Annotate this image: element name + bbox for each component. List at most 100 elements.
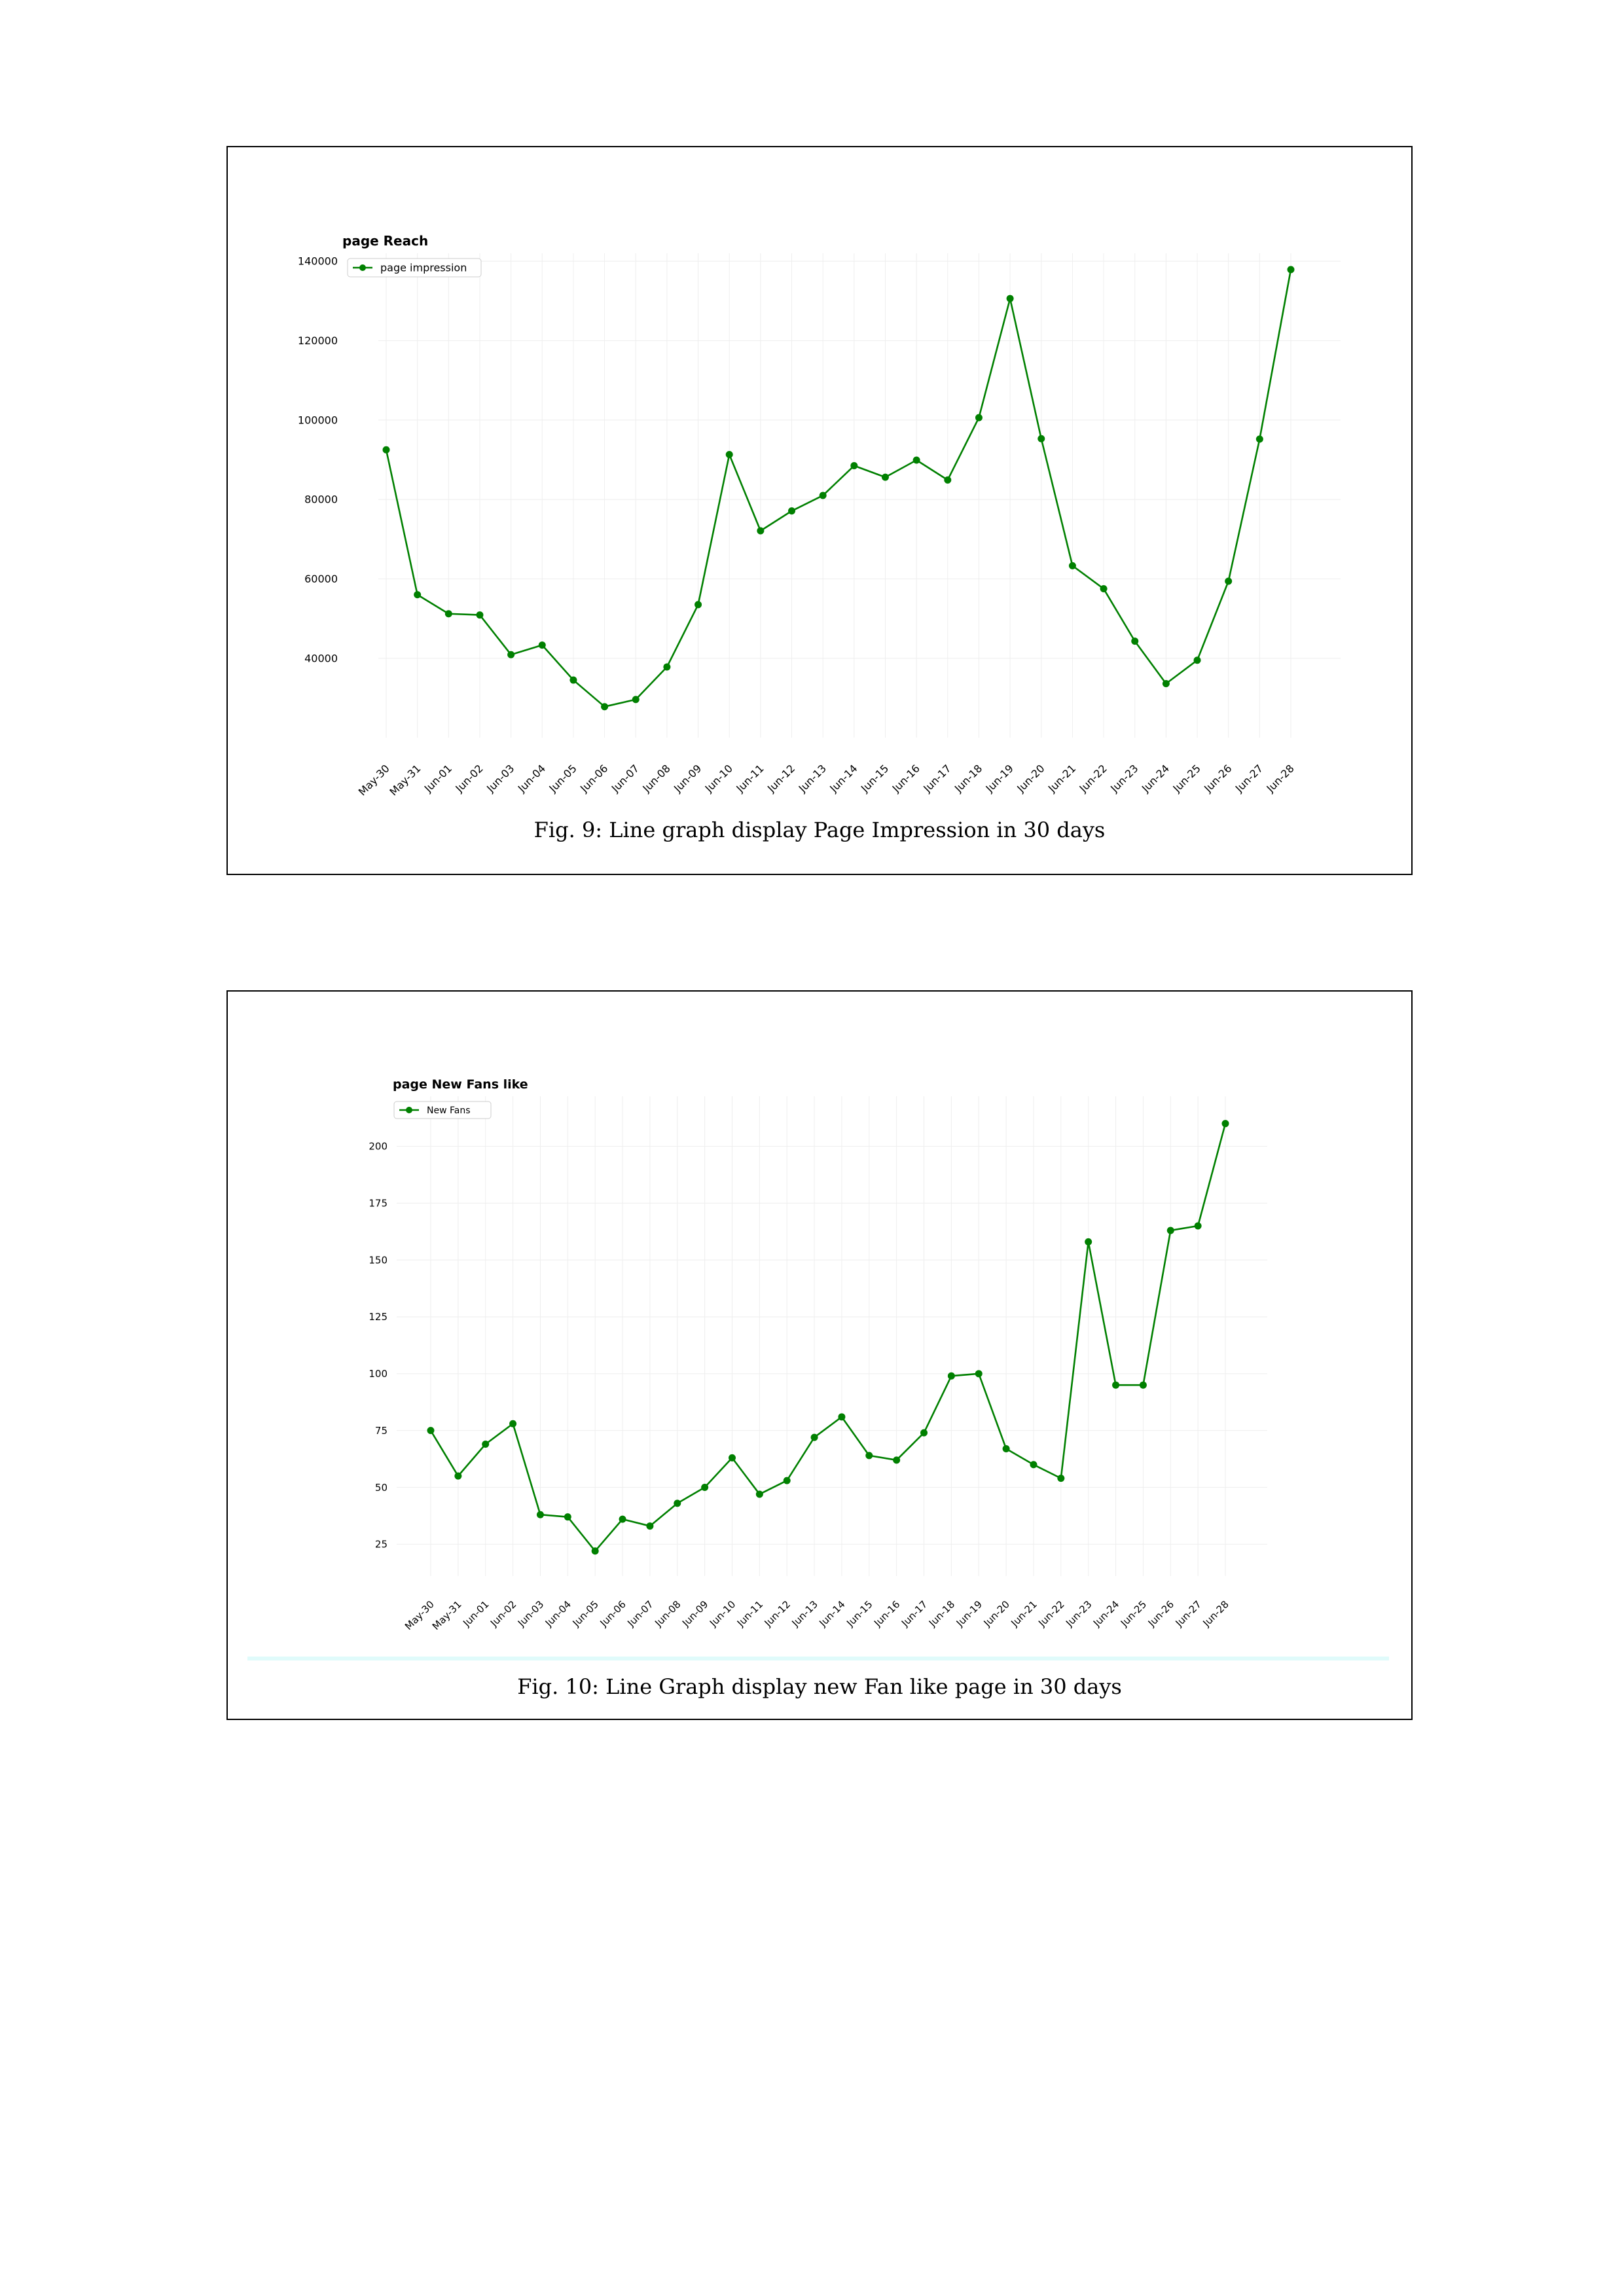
- data-point: [1193, 656, 1201, 664]
- x-tick-label: Jun-15: [844, 1598, 875, 1629]
- data-point: [755, 1490, 763, 1498]
- x-tick-label: Jun-11: [734, 1598, 765, 1629]
- x-tick-label: Jun-03: [484, 762, 516, 795]
- x-tick-label: Jun-15: [858, 762, 891, 795]
- x-tick-label: Jun-20: [1014, 762, 1047, 795]
- data-point: [838, 1413, 846, 1421]
- figure-10: 25 50 75 100 125 150 175 200 May-30 May-31 Jun-01 J…: [226, 990, 1413, 1720]
- x-tick-label: Jun-09: [679, 1598, 710, 1629]
- data-point: [819, 492, 827, 499]
- data-point: [646, 1522, 654, 1530]
- data-point: [725, 451, 733, 459]
- legend-label: New Fans: [427, 1105, 471, 1116]
- data-point: [1112, 1381, 1120, 1389]
- data-point: [1287, 266, 1295, 274]
- x-tick-label: Jun-09: [671, 762, 704, 795]
- data-point: [1057, 1475, 1065, 1482]
- data-point: [632, 696, 640, 704]
- chart-page-reach: 40000 60000 80000 100000 120000 140000 May-30M…: [298, 233, 1341, 798]
- data-point: [601, 703, 609, 711]
- data-point: [944, 476, 952, 484]
- x-tick-label: Jun-01: [460, 1598, 491, 1629]
- x-tick-label: Jun-28: [1200, 1598, 1231, 1629]
- x-tick-label: Jun-25: [1118, 1598, 1149, 1629]
- data-point: [1002, 1444, 1010, 1452]
- data-point: [1225, 577, 1233, 585]
- x-tick-label: Jun-16: [890, 762, 922, 795]
- x-tick-label: Jun-26: [1146, 1598, 1176, 1629]
- legend-marker: [359, 264, 366, 271]
- x-tick-label: Jun-19: [983, 762, 1016, 795]
- x-tick-label: Jun-05: [546, 762, 579, 795]
- data-point: [1100, 585, 1108, 593]
- data-point: [674, 1499, 681, 1507]
- x-tick-label: Jun-24: [1091, 1598, 1121, 1629]
- x-tick-label: Jun-04: [515, 762, 548, 795]
- x-tick-label: Jun-18: [952, 762, 984, 795]
- x-tick-label: Jun-12: [762, 1598, 793, 1629]
- y-tick-label: 80000: [304, 493, 338, 506]
- legend-box: [393, 1101, 492, 1119]
- x-tick-label: Jun-27: [1173, 1598, 1204, 1629]
- x-tick-label: Jun-26: [1201, 762, 1234, 795]
- legend: New Fans: [393, 1101, 492, 1119]
- x-tick-label: Jun-18: [926, 1598, 957, 1629]
- data-point: [1255, 435, 1263, 443]
- x-tick-label: May-31: [387, 762, 423, 798]
- data-point: [509, 1420, 517, 1427]
- x-tick-label: Jun-06: [577, 762, 610, 795]
- data-point: [1068, 562, 1076, 569]
- data-point: [810, 1433, 818, 1441]
- x-tick-label: Jun-22: [1077, 762, 1110, 795]
- data-point: [701, 1484, 709, 1492]
- data-point: [975, 414, 983, 422]
- data-point: [482, 1441, 490, 1448]
- data-point: [1038, 435, 1045, 442]
- legend-marker: [406, 1107, 412, 1113]
- decorative-divider: [247, 1657, 1389, 1660]
- grid: [378, 253, 1341, 738]
- x-tick-label: Jun-28: [1264, 762, 1297, 795]
- x-tick-label: Jun-25: [1170, 762, 1203, 795]
- x-tick-label: Jun-24: [1139, 762, 1172, 795]
- legend-box: [347, 258, 482, 278]
- x-tick-label: Jun-04: [543, 1598, 573, 1629]
- data-point: [788, 507, 796, 515]
- x-tick-label: Jun-11: [733, 762, 766, 795]
- data-point: [454, 1472, 462, 1480]
- series-line: [429, 1123, 1227, 1552]
- data-point: [975, 1370, 983, 1378]
- series-line: [385, 269, 1292, 708]
- figure-9: 40000 60000 80000 100000 120000 140000 May-30 M…: [226, 146, 1413, 875]
- x-tick-label: May-30: [403, 1598, 437, 1632]
- x-tick-label: Jun-13: [796, 762, 829, 795]
- chart-title: page New Fans like: [393, 1077, 528, 1092]
- x-tick-label: Jun-07: [609, 762, 641, 795]
- x-tick-label: Jun-21: [1008, 1598, 1039, 1629]
- data-point: [536, 1511, 544, 1518]
- x-tick-label: Jun-14: [816, 1598, 847, 1629]
- data-point: [1166, 1227, 1174, 1234]
- data-point: [881, 473, 889, 481]
- y-tick-label: 150: [369, 1254, 388, 1266]
- data-point: [695, 601, 702, 609]
- data-point: [1085, 1238, 1092, 1246]
- figure-10-caption: Fig. 10: Line Graph display new Fan like…: [517, 1674, 1122, 1699]
- x-tick-label: Jun-06: [598, 1598, 628, 1629]
- chart-title: page Reach: [342, 233, 428, 249]
- x-tick-label: Jun-20: [981, 1598, 1012, 1629]
- y-tick-label: 100000: [298, 414, 338, 426]
- y-tick-label: 60000: [304, 573, 338, 585]
- data-point: [564, 1513, 571, 1521]
- x-tick-label: Jun-02: [452, 762, 485, 795]
- data-point: [507, 651, 515, 658]
- data-point: [427, 1427, 435, 1435]
- x-tick-label: Jun-10: [707, 1598, 738, 1629]
- data-point: [1006, 295, 1014, 302]
- data-point: [476, 611, 484, 619]
- data-point: [728, 1454, 736, 1462]
- x-tick-label: Jun-03: [515, 1598, 546, 1629]
- x-tick-label: Jun-05: [570, 1598, 601, 1629]
- x-tick-label: Jun-27: [1233, 762, 1265, 795]
- data-point: [569, 676, 577, 684]
